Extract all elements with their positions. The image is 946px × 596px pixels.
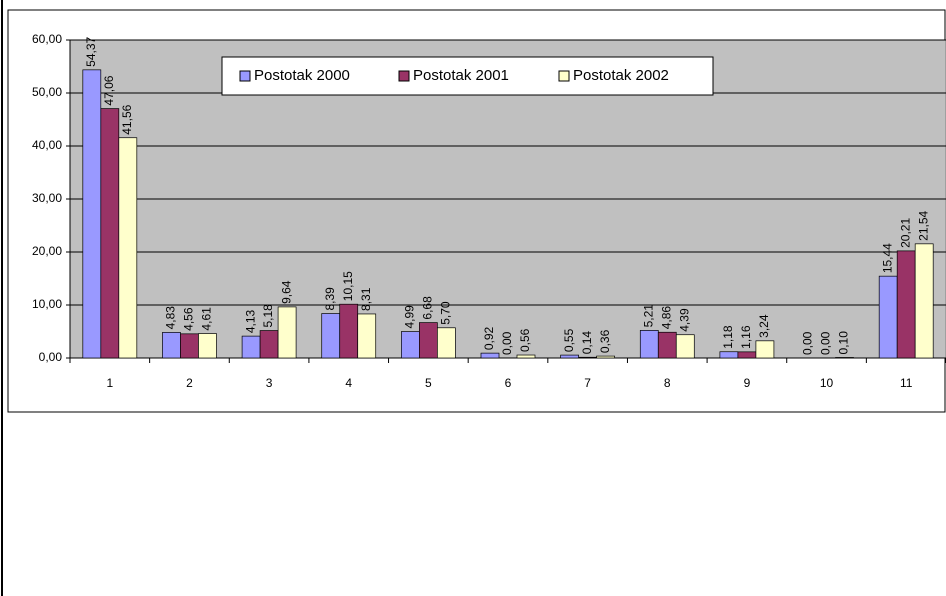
value-label: 0,00 <box>500 331 514 355</box>
value-label: 4,83 <box>164 306 178 330</box>
value-label: 20,21 <box>898 218 912 248</box>
bar <box>118 137 138 359</box>
bar <box>755 340 775 359</box>
value-label: 0,14 <box>580 331 594 355</box>
legend-swatch <box>239 70 251 82</box>
value-label: 0,55 <box>562 328 576 352</box>
bar <box>480 352 500 359</box>
x-tick-label: 10 <box>820 376 834 390</box>
bar <box>560 354 579 359</box>
value-label: 1,18 <box>721 325 735 349</box>
bar <box>578 356 597 359</box>
x-tick-label: 5 <box>425 376 432 390</box>
value-label: 0,56 <box>518 328 532 352</box>
value-label: 0,10 <box>837 331 851 355</box>
value-label: 4,39 <box>677 308 691 332</box>
bar <box>401 331 420 359</box>
bar <box>339 303 359 359</box>
x-tick-label: 4 <box>345 376 352 390</box>
value-label: 0,00 <box>801 331 815 355</box>
bar <box>180 333 199 359</box>
x-tick-label: 7 <box>584 376 591 390</box>
y-tick-label: 20,00 <box>32 244 62 258</box>
legend-label: Postotak 2000 <box>254 67 350 84</box>
legend-box <box>221 56 714 96</box>
legend-label: Postotak 2001 <box>413 67 509 84</box>
value-label: 9,64 <box>279 280 293 304</box>
bar <box>516 354 536 359</box>
bar <box>357 313 377 359</box>
value-label: 15,44 <box>880 243 894 273</box>
bar <box>719 351 739 359</box>
x-tick-label: 3 <box>266 376 273 390</box>
y-tick-label: 40,00 <box>32 138 62 152</box>
value-label: 47,06 <box>102 75 116 105</box>
bar <box>437 327 456 359</box>
bar <box>277 306 297 359</box>
bar <box>198 333 217 359</box>
bar <box>914 243 934 359</box>
bar <box>100 108 120 359</box>
bar <box>419 322 438 359</box>
bar <box>835 357 854 359</box>
value-label: 4,13 <box>243 309 257 333</box>
bar <box>259 330 279 359</box>
x-tick-label: 6 <box>505 376 512 390</box>
bar <box>878 275 898 359</box>
value-label: 0,36 <box>598 329 612 353</box>
bar <box>896 250 916 359</box>
value-label: 1,16 <box>739 325 753 349</box>
bar <box>737 351 757 359</box>
y-tick-label: 0,00 <box>39 350 63 364</box>
bar <box>675 334 695 359</box>
y-tick-label: 10,00 <box>32 297 62 311</box>
value-label: 5,70 <box>439 301 453 325</box>
value-label: 5,18 <box>261 304 275 328</box>
legend-label: Postotak 2002 <box>573 67 669 84</box>
value-label: 4,99 <box>403 305 417 329</box>
value-label: 8,31 <box>359 287 373 311</box>
value-label: 4,86 <box>659 306 673 330</box>
value-label: 54,37 <box>84 36 98 66</box>
value-label: 4,56 <box>182 307 196 331</box>
bar <box>639 330 659 359</box>
x-tick-label: 9 <box>744 376 751 390</box>
x-tick-label: 2 <box>186 376 193 390</box>
value-label: 0,92 <box>482 326 496 350</box>
bar <box>162 332 181 359</box>
y-tick-label: 60,00 <box>32 32 62 46</box>
y-tick-label: 50,00 <box>32 85 62 99</box>
x-tick-label: 11 <box>900 376 913 390</box>
bar <box>657 331 677 359</box>
legend-swatch <box>558 70 570 82</box>
value-label: 3,24 <box>757 314 771 338</box>
legend-swatch <box>398 70 410 82</box>
x-tick-label: 1 <box>106 376 113 390</box>
y-tick-label: 30,00 <box>32 191 62 205</box>
bar <box>241 335 261 359</box>
bar <box>82 69 102 359</box>
bar <box>596 355 615 359</box>
x-tick-label: 8 <box>664 376 671 390</box>
bar <box>321 313 341 359</box>
value-label: 4,61 <box>200 307 214 331</box>
value-label: 21,54 <box>916 210 930 240</box>
value-label: 6,68 <box>421 296 435 320</box>
value-label: 41,56 <box>120 104 134 134</box>
value-label: 5,21 <box>641 304 655 328</box>
value-label: 10,15 <box>341 271 355 301</box>
value-label: 8,39 <box>323 287 337 311</box>
value-label: 0,00 <box>819 331 833 355</box>
